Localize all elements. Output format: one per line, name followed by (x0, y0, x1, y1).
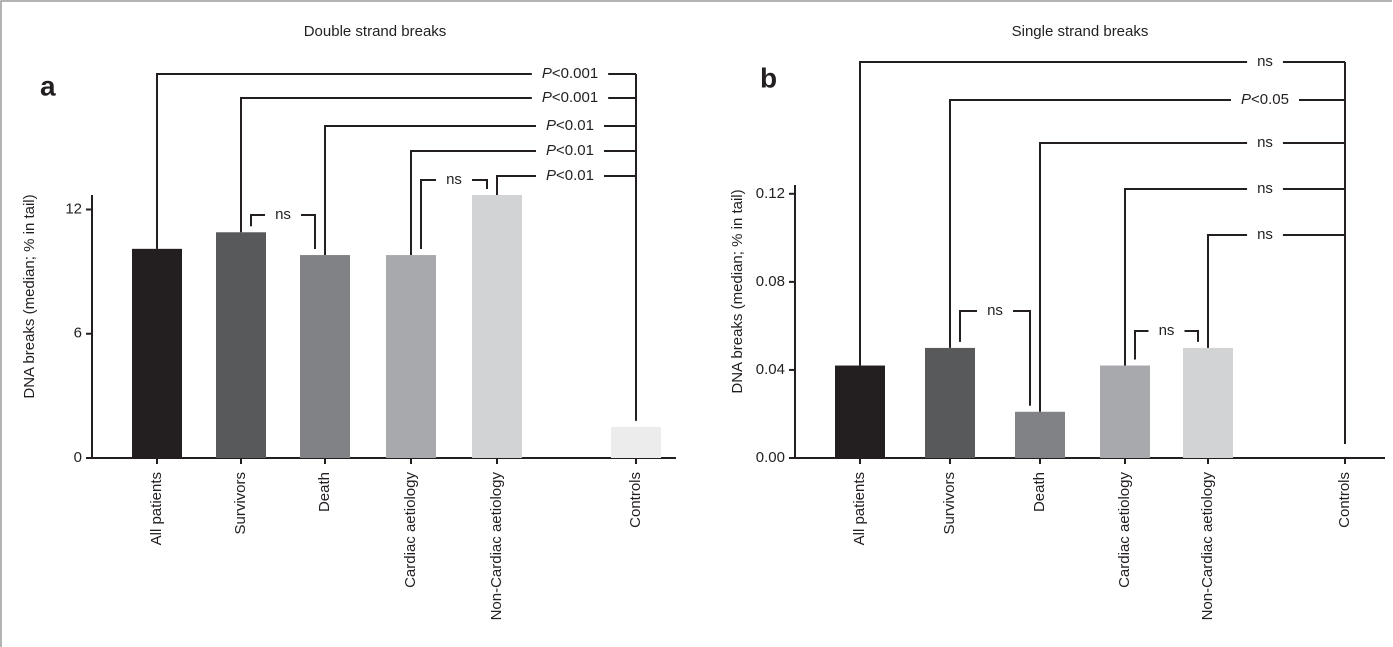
y-axis-label: DNA breaks (median; % in tail) (21, 194, 38, 398)
bracket (1039, 142, 1345, 412)
y-tick-label: 0.00 (756, 449, 785, 466)
significance-label: P<0.01 (546, 167, 594, 184)
bracket (1134, 330, 1199, 360)
y-tick-label: 12 (65, 200, 82, 217)
bracket (949, 99, 1345, 348)
x-tick-label: Cardiac aetiology (1116, 472, 1133, 588)
x-tick-label: Survivors (232, 472, 249, 535)
bracket (324, 125, 636, 256)
panel-title: Double strand breaks (304, 23, 447, 40)
significance-label: ns (1257, 53, 1273, 70)
y-tick-label: 0 (74, 449, 82, 466)
bracket (859, 61, 1345, 366)
y-tick-label: 0.12 (756, 185, 785, 202)
x-tick-label: Death (1031, 472, 1048, 512)
significance-label: ns (446, 171, 462, 188)
bar (1015, 411, 1065, 458)
y-tick-label: 6 (74, 325, 82, 342)
significance-label: ns (275, 206, 291, 223)
y-tick-label: 0.08 (756, 273, 785, 290)
y-tick-label: 0.04 (756, 361, 785, 378)
panel-title: Single strand breaks (1012, 23, 1149, 40)
x-tick-label: All patients (148, 472, 165, 545)
bar (386, 255, 436, 458)
bracket (496, 175, 636, 195)
bracket (156, 73, 636, 249)
bar (1100, 365, 1150, 458)
bracket (1124, 188, 1345, 366)
bracket (410, 150, 636, 256)
panel-letter: b (760, 62, 777, 93)
bar (1183, 347, 1233, 458)
x-tick-label: Controls (627, 472, 644, 528)
significance-label: P<0.01 (546, 142, 594, 159)
bracket (420, 179, 488, 250)
significance-label: P<0.05 (1241, 91, 1289, 108)
bar (472, 195, 522, 458)
x-tick-label: Non-Cardiac aetiology (1199, 472, 1216, 621)
significance-label: P<0.001 (542, 65, 598, 82)
bracket (250, 214, 316, 250)
y-axis-label: DNA breaks (median; % in tail) (729, 189, 746, 393)
bar (216, 232, 266, 458)
significance-label: ns (1257, 226, 1273, 243)
bar (925, 347, 975, 458)
significance-label: ns (1257, 180, 1273, 197)
panel-letter: a (40, 70, 56, 101)
significance-label: ns (1159, 322, 1175, 339)
significance-label: ns (987, 302, 1003, 319)
x-tick-label: All patients (851, 472, 868, 545)
x-tick-label: Cardiac aetiology (402, 472, 419, 588)
x-tick-label: Death (316, 472, 333, 512)
bar (611, 426, 661, 458)
x-tick-label: Controls (1336, 472, 1353, 528)
bar (132, 248, 182, 458)
bar (835, 365, 885, 458)
bracket (959, 310, 1031, 406)
bracket (1207, 234, 1345, 348)
bar (300, 255, 350, 458)
significance-label: P<0.01 (546, 117, 594, 134)
x-tick-label: Survivors (941, 472, 958, 535)
x-tick-label: Non-Cardiac aetiology (488, 472, 505, 621)
bracket (240, 97, 636, 233)
significance-label: P<0.001 (542, 89, 598, 106)
significance-label: ns (1257, 134, 1273, 151)
